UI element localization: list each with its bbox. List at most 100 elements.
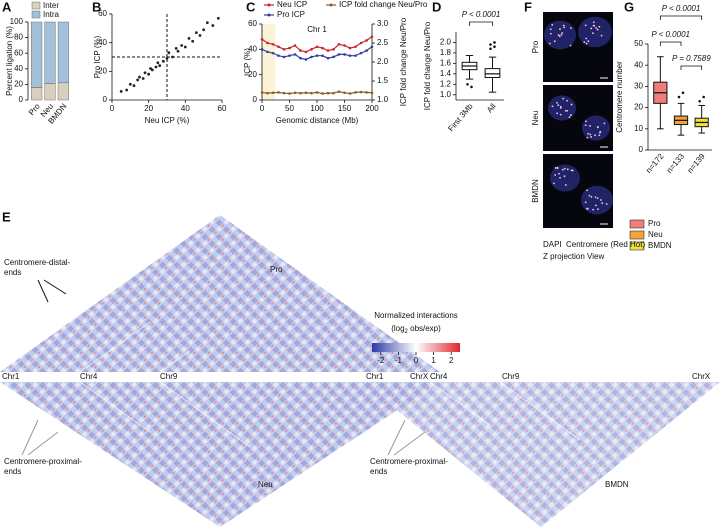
series-point <box>370 35 374 38</box>
centromere-spot <box>586 208 589 210</box>
point <box>128 82 132 86</box>
centromere-spot <box>560 33 563 36</box>
centromere-spot <box>596 126 599 129</box>
chromosome-label: Chr4 <box>430 372 448 381</box>
x-tick-label: 40 <box>181 104 190 113</box>
bar-segment <box>44 83 56 101</box>
centromere-spot <box>584 201 587 204</box>
y-tick-label: 1.2 <box>440 79 452 88</box>
outlier <box>493 45 496 48</box>
point <box>158 64 162 67</box>
outlier <box>702 95 705 99</box>
axis-title: Pro ICP (%) <box>93 35 102 78</box>
series-point <box>337 90 341 93</box>
centromere-spot <box>592 32 594 35</box>
centromere-spot <box>554 167 557 169</box>
series-point <box>310 91 313 95</box>
centromere-spot <box>590 136 593 138</box>
bar-segment <box>57 82 69 101</box>
significance-bracket <box>469 21 493 26</box>
point <box>176 49 180 53</box>
centromere-spot <box>564 184 567 186</box>
centromere-spot <box>564 109 567 112</box>
x-tick-label: First 3Mb <box>446 101 475 133</box>
chromosome-label: Chr9 <box>160 372 178 381</box>
series-point <box>299 49 302 52</box>
outlier <box>489 43 492 46</box>
series-point <box>321 54 324 57</box>
centromere-spot <box>570 169 573 172</box>
centromere-spot <box>592 21 595 24</box>
centromere-spot <box>563 167 566 170</box>
centromere-spot <box>558 35 561 38</box>
point <box>194 31 198 35</box>
centromere-spot <box>598 25 601 28</box>
centromere-spot <box>598 134 601 137</box>
centromere-spot <box>589 125 591 127</box>
centromere-spot <box>551 105 554 108</box>
x-tick-label: n=172 <box>644 151 666 174</box>
y-tick-label: 3.0 <box>377 19 389 28</box>
y-tick-label: 2.5 <box>377 38 389 47</box>
outlier <box>466 83 469 86</box>
y-tick-label: 100 <box>10 17 24 26</box>
series-point <box>354 91 357 94</box>
centromere-spot <box>558 172 560 175</box>
colorbar-title: Normalized interactions <box>374 311 458 320</box>
series-line <box>261 46 373 61</box>
y-tick-label: 40 <box>98 38 107 47</box>
centromere-spot <box>600 34 603 37</box>
legend-swatch <box>31 10 41 19</box>
y-tick-label: 0 <box>103 95 108 104</box>
centromere-spot <box>562 24 565 27</box>
x-tick-label: 150 <box>338 104 352 113</box>
nucleus <box>578 16 612 48</box>
series-point <box>337 42 341 46</box>
heatmap-panel: Normalized interactions (log2 obs/exp) <box>0 215 720 527</box>
y-tick-label: 2.0 <box>377 57 389 66</box>
highlight-region <box>262 24 276 100</box>
y-tick-label: 10 <box>634 124 643 133</box>
y-tick-label: 40 <box>634 60 643 69</box>
distal-arrows <box>37 279 67 303</box>
centromere-spot <box>595 27 598 29</box>
centromere-spot <box>559 113 562 116</box>
centromere-spot <box>594 204 597 207</box>
series-point <box>310 48 313 51</box>
nucleus <box>548 95 576 121</box>
map-label: BMDN <box>605 480 629 489</box>
bar-segment <box>44 21 56 84</box>
legend-marker <box>267 13 271 17</box>
series-point <box>326 91 330 95</box>
series-point <box>321 92 324 95</box>
axis-title: Genomic distance (Mb) <box>276 116 359 125</box>
heatmap-bmdn <box>362 382 720 527</box>
point <box>119 90 123 93</box>
series-point <box>370 91 374 95</box>
centromere-spot <box>587 132 590 135</box>
legend-label: Z projection View <box>543 252 604 261</box>
centromere-spot <box>549 32 552 35</box>
point <box>136 78 140 82</box>
centromere-spot <box>566 99 569 102</box>
centromere-spot <box>570 27 572 29</box>
x-tick-label: 0 <box>260 104 265 113</box>
centromere-spot <box>556 112 559 115</box>
centromere-spot <box>589 133 592 136</box>
series-point <box>348 92 352 95</box>
point <box>132 84 136 88</box>
legend-swatch <box>629 219 645 229</box>
y-tick-label: 1.0 <box>377 95 389 104</box>
legend-label: Pro ICP <box>277 10 305 19</box>
centromere-spot <box>585 37 588 40</box>
y-tick-label: 20 <box>14 80 23 89</box>
point <box>202 28 206 32</box>
centromere-spot <box>569 44 572 47</box>
centromere-spot <box>553 40 556 43</box>
centromere-spot <box>560 105 562 108</box>
series-point <box>365 39 368 42</box>
axis-title: ICP fold change Neu/Pro <box>423 21 432 110</box>
series-point <box>277 91 280 94</box>
y-tick-label: 60 <box>248 19 257 28</box>
y-tick-label: 60 <box>14 48 23 57</box>
